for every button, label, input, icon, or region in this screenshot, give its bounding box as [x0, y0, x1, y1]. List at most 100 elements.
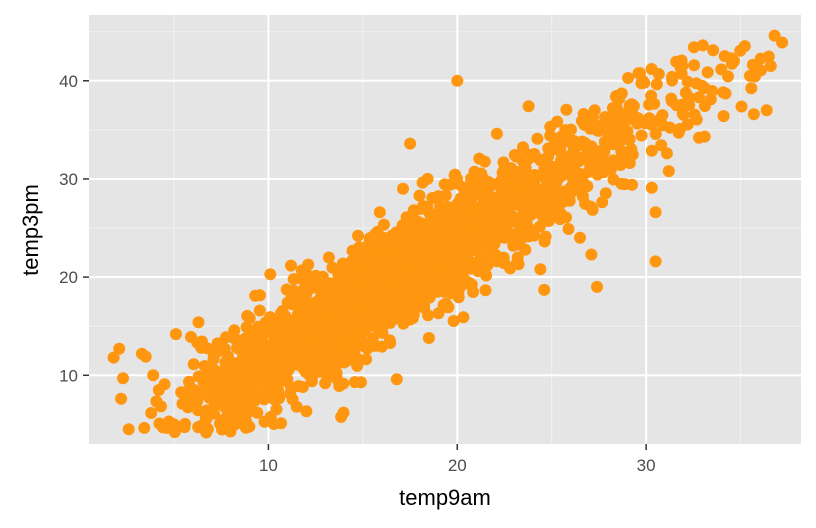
data-point — [679, 86, 692, 99]
data-point — [439, 189, 452, 202]
data-point — [544, 129, 557, 142]
data-point — [470, 227, 483, 240]
data-point — [222, 350, 234, 363]
data-point — [167, 423, 180, 436]
data-point — [645, 181, 658, 194]
data-point — [409, 258, 422, 271]
data-point — [539, 230, 552, 243]
data-point — [235, 336, 248, 349]
data-point — [521, 168, 534, 180]
data-point — [472, 214, 484, 227]
data-point — [418, 235, 431, 248]
data-point — [253, 304, 266, 317]
data-point — [192, 370, 205, 383]
x-tick-label: 20 — [448, 456, 467, 475]
data-point — [512, 238, 525, 251]
data-point — [308, 297, 321, 309]
data-point — [364, 263, 377, 276]
x-axis-title: temp9am — [399, 485, 491, 510]
data-point — [701, 66, 714, 79]
data-point — [551, 207, 564, 220]
data-point — [281, 373, 294, 386]
data-point — [343, 316, 356, 328]
data-point — [218, 370, 231, 382]
data-point — [451, 227, 464, 240]
data-point — [656, 119, 669, 132]
data-point — [388, 297, 401, 310]
data-point — [645, 89, 658, 102]
data-point — [309, 323, 322, 336]
data-point — [549, 189, 562, 202]
data-point — [299, 363, 312, 376]
data-point — [562, 223, 575, 235]
data-point — [379, 310, 391, 323]
data-point — [397, 236, 410, 249]
data-point — [479, 284, 492, 297]
data-point — [747, 108, 760, 121]
data-point — [556, 169, 569, 182]
data-point — [522, 100, 535, 113]
data-point — [626, 109, 639, 122]
data-point — [623, 133, 636, 146]
data-point — [435, 228, 448, 241]
data-point — [214, 417, 226, 430]
data-point — [426, 192, 439, 204]
data-point — [420, 244, 433, 257]
data-point — [652, 68, 665, 80]
data-point — [373, 206, 386, 219]
data-point — [360, 319, 373, 332]
data-point — [602, 122, 615, 135]
data-point — [224, 425, 237, 438]
data-point — [447, 315, 460, 327]
data-point — [439, 240, 452, 253]
data-point — [271, 352, 284, 365]
data-point — [488, 232, 501, 245]
data-point — [599, 187, 612, 200]
data-point — [481, 196, 494, 209]
data-point — [381, 234, 394, 247]
data-point — [660, 147, 673, 160]
data-point — [508, 149, 521, 161]
data-point — [478, 155, 491, 168]
data-point — [355, 269, 368, 282]
data-point — [635, 129, 648, 142]
data-point — [498, 257, 511, 270]
data-point — [275, 417, 288, 430]
data-point — [528, 229, 541, 242]
data-point — [236, 360, 248, 373]
data-point — [305, 375, 318, 388]
data-point — [358, 291, 371, 304]
data-point — [538, 283, 551, 296]
data-point — [338, 356, 350, 369]
data-point — [517, 207, 530, 220]
data-point — [531, 132, 544, 145]
data-point — [277, 336, 290, 349]
data-point — [568, 183, 581, 196]
y-axis-ticks: 10 20 30 40 — [59, 72, 89, 385]
y-tick-label: 30 — [59, 170, 78, 189]
data-point — [649, 128, 662, 140]
data-point — [335, 410, 348, 423]
y-tick-label: 20 — [59, 268, 78, 287]
data-point — [744, 69, 756, 82]
data-point — [185, 331, 197, 343]
data-point — [254, 332, 267, 345]
data-point — [352, 229, 364, 242]
data-point — [610, 90, 623, 102]
data-point — [738, 40, 751, 53]
data-point — [397, 182, 409, 195]
data-point — [271, 372, 284, 384]
data-point — [681, 75, 694, 88]
data-point — [269, 362, 282, 375]
data-point — [481, 205, 494, 218]
data-point — [489, 178, 502, 191]
data-point — [377, 218, 390, 231]
data-point — [220, 331, 232, 344]
data-point — [591, 124, 604, 137]
data-point — [169, 328, 182, 341]
data-point — [290, 400, 303, 413]
data-point — [764, 60, 777, 72]
data-point — [622, 72, 635, 84]
data-point — [432, 270, 445, 283]
